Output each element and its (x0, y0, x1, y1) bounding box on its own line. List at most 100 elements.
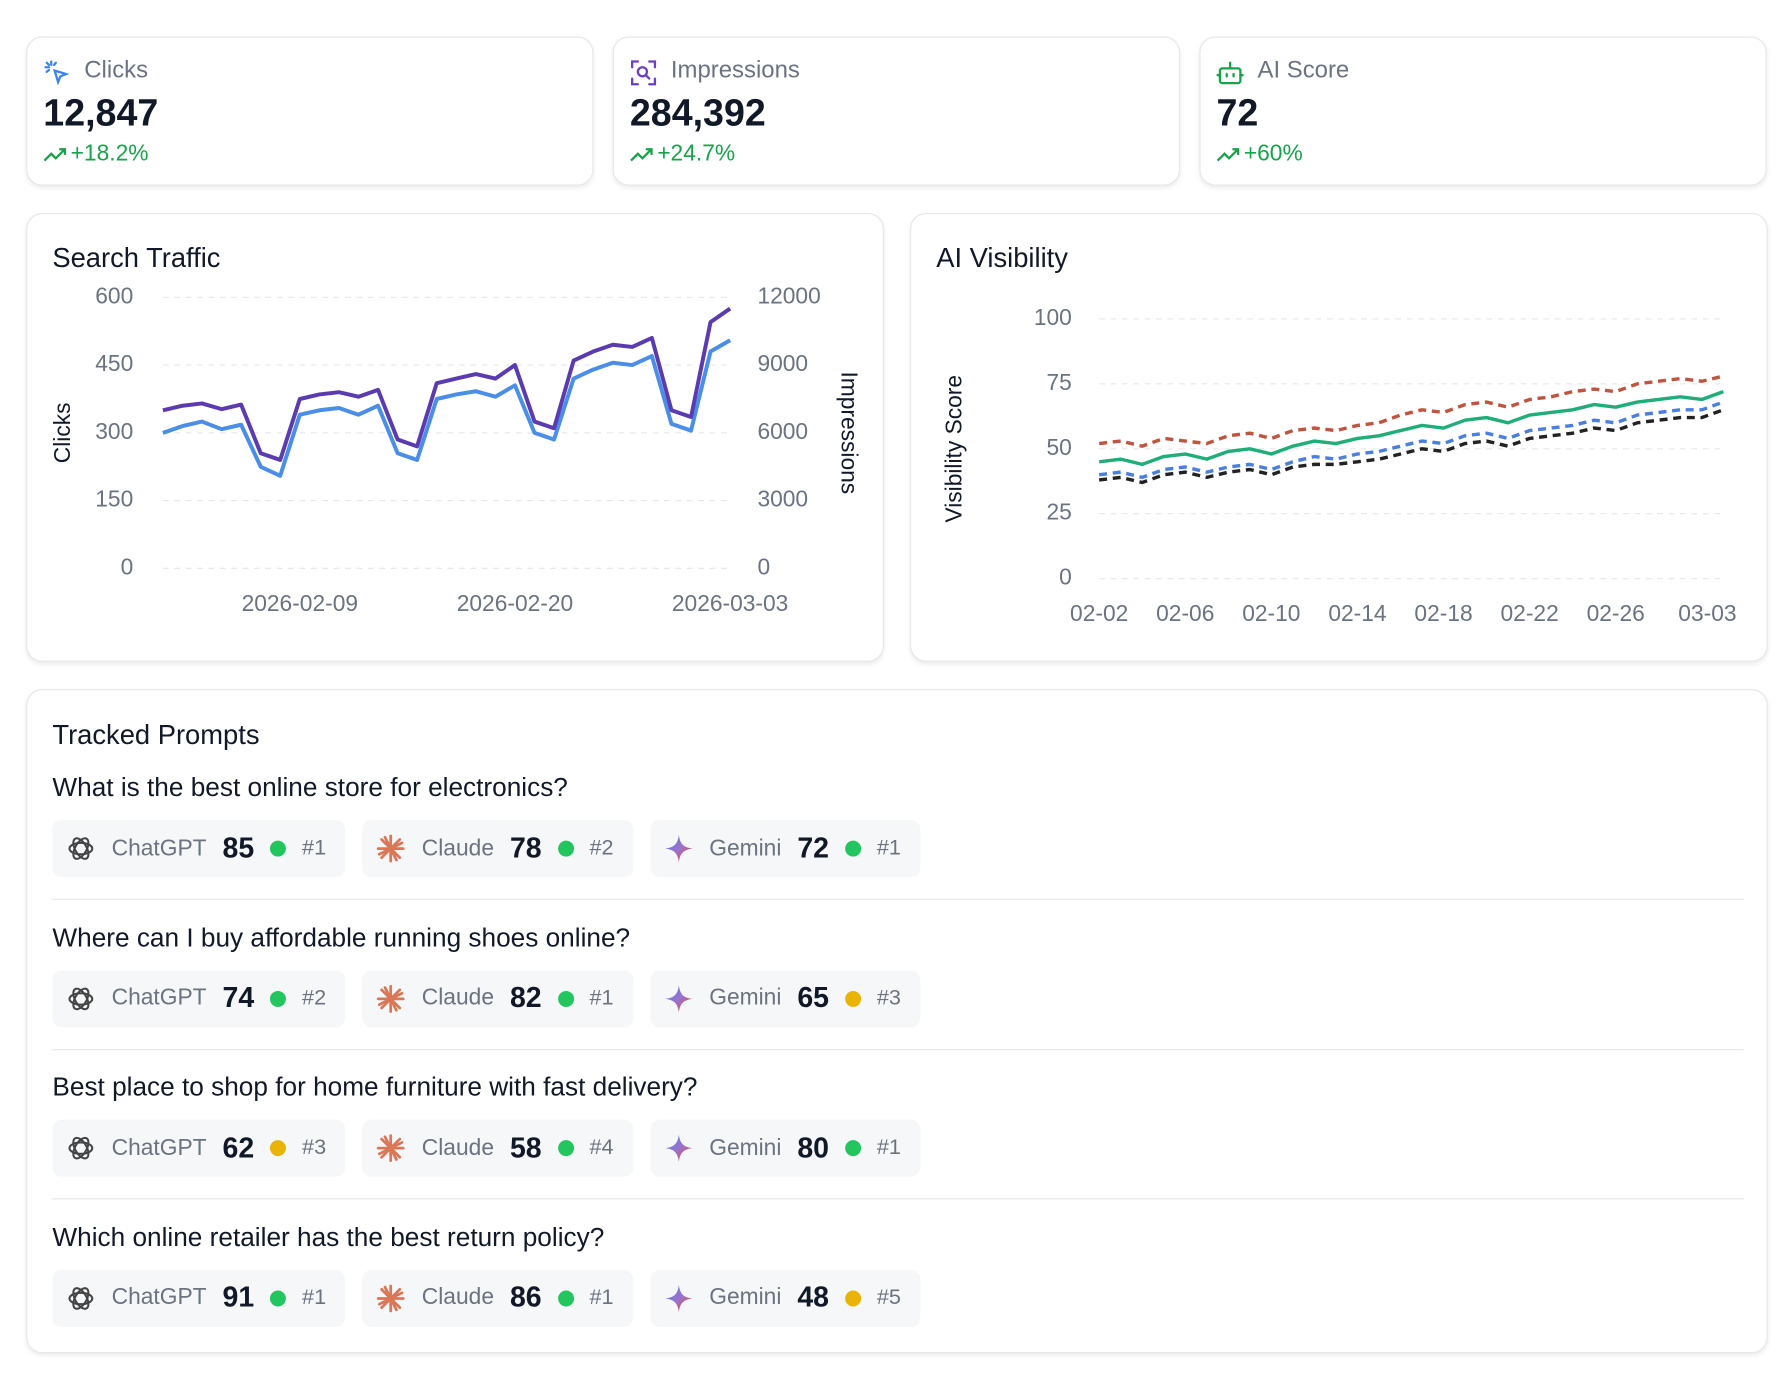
kpi-value: 284,392 (629, 91, 766, 134)
y-tick-label: 100 (1034, 304, 1072, 330)
y2-tick-label: 9000 (757, 350, 808, 376)
x-tick-label: 02-14 (1328, 600, 1386, 626)
y2-tick-label: 12000 (757, 282, 820, 308)
engine-chip: Claude 58 #4 (362, 1119, 633, 1177)
engine-score: 65 (797, 981, 830, 1014)
kpi-card: Clicks 12,847 +18.2% (26, 36, 594, 186)
engine-rank: #3 (876, 985, 901, 1010)
engine-score: 91 (222, 1281, 255, 1314)
status-dot (557, 1289, 574, 1306)
engine-chip: ChatGPT 91 #1 (52, 1269, 346, 1327)
x-tick-label: 2026-02-09 (242, 590, 358, 616)
engine-icon (66, 1283, 96, 1313)
status-dot (270, 990, 287, 1007)
engine-rank: #2 (589, 836, 614, 860)
engine-logo (69, 1285, 92, 1310)
engine-score: 74 (222, 981, 255, 1014)
engine-logo (379, 986, 404, 1011)
kpi-label: Clicks (84, 56, 149, 84)
y2-tick-label: 6000 (757, 418, 808, 444)
engine-name: ChatGPT (111, 1135, 207, 1161)
engine-rank: #1 (876, 836, 901, 860)
engine-logo (379, 1136, 404, 1161)
kpi-change: +24.7% (630, 141, 735, 167)
engine-chip: Gemini 65 #3 (649, 969, 921, 1027)
engine-logo (379, 1285, 404, 1310)
engine-results: ChatGPT 74 #2 Claude 82 #1 Gemini 65 #3 (52, 969, 1743, 1027)
engine-results: ChatGPT 91 #1 Claude 86 #1 Gemini 48 #5 (52, 1269, 1743, 1327)
engine-name: Gemini (709, 1135, 782, 1161)
status-dot (270, 1140, 287, 1157)
trend-icon (43, 147, 67, 161)
engine-score: 62 (222, 1131, 255, 1164)
engine-chip: ChatGPT 74 #2 (52, 969, 346, 1027)
engine-chip: Claude 86 #1 (362, 1269, 633, 1327)
y-tick-label: 75 (1046, 369, 1071, 395)
x-tick-label: 02-10 (1242, 600, 1300, 626)
prompts-title: Tracked Prompts (52, 719, 260, 751)
prompt-block: What is the best online store for electr… (52, 772, 1743, 878)
engine-results: ChatGPT 85 #1 Claude 78 #2 Gemini 72 #1 (52, 820, 1743, 878)
engine-logo (665, 1134, 692, 1161)
y-tick-label: 50 (1046, 434, 1071, 460)
y-tick-label: 0 (121, 553, 134, 579)
y-tick-label: 25 (1046, 499, 1071, 525)
engine-rank: #1 (876, 1135, 901, 1160)
y-axis-title: Clicks (49, 402, 75, 463)
engine-rank: #1 (302, 836, 327, 860)
ai-icon (1216, 61, 1244, 85)
chart-card: AI Visibility 0 25 50 75 100 Visibility Score 0… (910, 212, 1768, 662)
x-tick-label: 03-03 (1678, 600, 1736, 626)
engine-logo (665, 985, 692, 1012)
engine-rank: #1 (302, 1285, 327, 1310)
engine-score: 80 (797, 1131, 830, 1164)
engine-name: Gemini (709, 985, 782, 1011)
trend-icon (630, 147, 653, 161)
clicks-icon (44, 60, 70, 86)
kpi-change-text: +18.2% (70, 141, 149, 167)
engine-icon (376, 1283, 406, 1313)
prompt-question: What is the best online store for electr… (52, 772, 568, 802)
series-line (162, 306, 732, 462)
kpi-change-text: +24.7% (657, 141, 736, 167)
x-tick-label: 02-18 (1414, 600, 1472, 626)
kpi-card: Impressions 284,392 +24.7% (612, 36, 1181, 186)
ai-visibility-chart: AI Visibility 0 25 50 75 100 Visibility Score 0… (936, 242, 1736, 626)
kpi-label: AI Score (1257, 56, 1350, 84)
engine-name: ChatGPT (111, 985, 207, 1011)
prompts-card: Tracked Prompts What is the best online … (26, 689, 1768, 1354)
y-axis-title: Visibility Score (941, 375, 967, 523)
trend-icon (1216, 147, 1240, 161)
engine-icon (66, 834, 96, 864)
engine-name: Claude (421, 985, 495, 1011)
y-tick-label: 450 (95, 350, 133, 376)
engine-score: 86 (509, 1281, 542, 1314)
engine-rank: #1 (589, 985, 614, 1010)
y-tick-label: 150 (95, 486, 133, 512)
chart-card: Search Traffic 0 150 300 450 600 0 3000 6000 9000… (26, 212, 884, 662)
engine-logo (379, 836, 404, 861)
engine-icon (376, 984, 406, 1014)
engine-rank: #3 (302, 1135, 327, 1160)
engine-icon (664, 1133, 694, 1163)
kpi-value: 72 (1216, 91, 1259, 134)
engine-chip: ChatGPT 85 #1 (52, 820, 346, 878)
search-traffic-chart: Search Traffic01503004506000300060009000… (49, 242, 863, 616)
engine-name: Claude (421, 1135, 495, 1161)
engine-rank: #4 (589, 1135, 614, 1160)
x-tick-label: 02-22 (1501, 600, 1559, 626)
prompt-question: Best place to shop for home furniture wi… (52, 1071, 698, 1102)
separator (52, 1198, 1744, 1200)
engine-logo (69, 1135, 92, 1160)
impressions-icon (631, 60, 657, 86)
y-tick-label: 300 (95, 418, 133, 444)
prompt-block: Where can I buy affordable running shoes… (52, 922, 1743, 1027)
x-tick-label: 02-26 (1587, 600, 1645, 626)
engine-name: Claude (421, 835, 495, 861)
engine-name: Claude (421, 1284, 495, 1310)
status-dot (557, 1140, 574, 1157)
engine-chip: Gemini 80 #1 (649, 1119, 921, 1177)
engine-chip: Claude 82 #1 (362, 969, 633, 1027)
engine-score: 82 (509, 981, 542, 1014)
